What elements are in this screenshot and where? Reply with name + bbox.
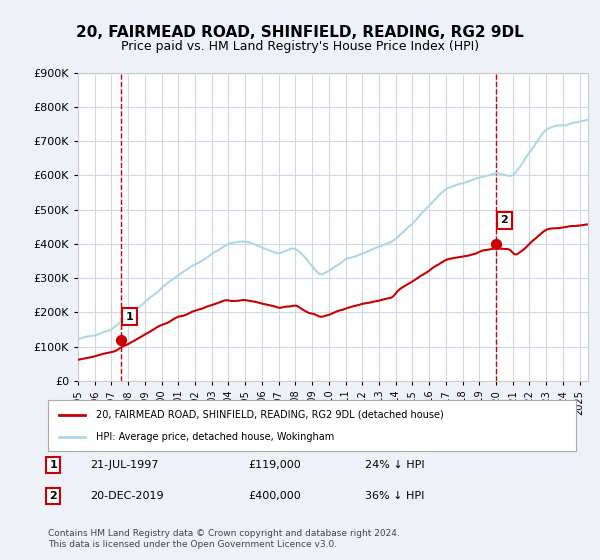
Text: £400,000: £400,000 <box>248 491 301 501</box>
Text: 36% ↓ HPI: 36% ↓ HPI <box>365 491 424 501</box>
Text: Price paid vs. HM Land Registry's House Price Index (HPI): Price paid vs. HM Land Registry's House … <box>121 40 479 53</box>
Text: 1: 1 <box>49 460 57 470</box>
Text: 20, FAIRMEAD ROAD, SHINFIELD, READING, RG2 9DL: 20, FAIRMEAD ROAD, SHINFIELD, READING, R… <box>76 25 524 40</box>
Text: £119,000: £119,000 <box>248 460 301 470</box>
Text: HPI: Average price, detached house, Wokingham: HPI: Average price, detached house, Woki… <box>95 432 334 442</box>
Text: 2: 2 <box>49 491 57 501</box>
Text: 24% ↓ HPI: 24% ↓ HPI <box>365 460 424 470</box>
Point <box>116 335 125 344</box>
Text: 20, FAIRMEAD ROAD, SHINFIELD, READING, RG2 9DL (detached house): 20, FAIRMEAD ROAD, SHINFIELD, READING, R… <box>95 409 443 419</box>
Text: 21-JUL-1997: 21-JUL-1997 <box>90 460 159 470</box>
Text: 20-DEC-2019: 20-DEC-2019 <box>90 491 164 501</box>
Text: 2: 2 <box>500 216 508 225</box>
Text: 1: 1 <box>125 311 133 321</box>
Point <box>491 240 500 249</box>
Text: Contains HM Land Registry data © Crown copyright and database right 2024.
This d: Contains HM Land Registry data © Crown c… <box>48 529 400 549</box>
